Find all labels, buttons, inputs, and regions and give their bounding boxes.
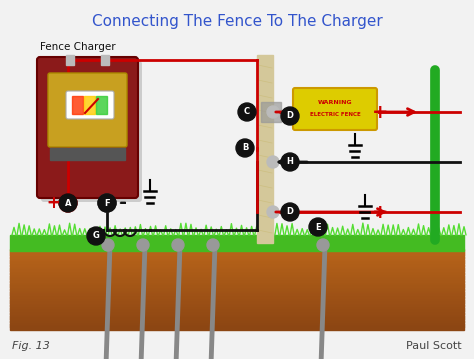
Bar bbox=[10, 292, 464, 295]
Circle shape bbox=[238, 103, 256, 121]
Circle shape bbox=[87, 227, 105, 245]
Bar bbox=[84, 96, 95, 114]
Bar bbox=[66, 55, 74, 65]
Bar bbox=[10, 265, 464, 269]
Text: -: - bbox=[119, 194, 127, 212]
Text: Paul Scott: Paul Scott bbox=[406, 341, 462, 351]
Bar bbox=[10, 268, 464, 271]
Bar bbox=[10, 286, 464, 290]
Bar bbox=[10, 302, 464, 306]
Text: C: C bbox=[244, 107, 250, 117]
Text: F: F bbox=[104, 199, 110, 208]
Bar bbox=[50, 148, 125, 160]
Circle shape bbox=[137, 239, 149, 251]
Circle shape bbox=[236, 139, 254, 157]
Text: A: A bbox=[65, 199, 71, 208]
Circle shape bbox=[267, 156, 279, 168]
Circle shape bbox=[309, 218, 327, 236]
Text: Connecting The Fence To The Charger: Connecting The Fence To The Charger bbox=[91, 14, 383, 29]
Text: D: D bbox=[286, 208, 293, 216]
Bar bbox=[10, 254, 464, 258]
Bar bbox=[10, 284, 464, 287]
Circle shape bbox=[281, 153, 299, 171]
Text: E: E bbox=[315, 223, 321, 232]
Bar bbox=[10, 262, 464, 266]
Text: G: G bbox=[92, 232, 100, 241]
Bar bbox=[10, 249, 464, 253]
Text: +: + bbox=[46, 194, 60, 212]
Text: A: A bbox=[65, 199, 71, 208]
Bar bbox=[10, 305, 464, 309]
Bar bbox=[10, 310, 464, 314]
Bar bbox=[10, 318, 464, 322]
FancyBboxPatch shape bbox=[293, 88, 377, 130]
Text: +: + bbox=[372, 103, 388, 121]
Text: -: - bbox=[118, 194, 126, 212]
Bar bbox=[10, 270, 464, 274]
Circle shape bbox=[59, 194, 77, 212]
Bar bbox=[10, 281, 464, 285]
Text: D: D bbox=[286, 112, 293, 121]
Text: H: H bbox=[287, 158, 293, 167]
Circle shape bbox=[98, 194, 116, 212]
Circle shape bbox=[172, 239, 184, 251]
Circle shape bbox=[267, 106, 279, 118]
Text: F: F bbox=[104, 199, 110, 208]
Circle shape bbox=[281, 203, 299, 221]
FancyBboxPatch shape bbox=[48, 73, 127, 147]
FancyBboxPatch shape bbox=[66, 91, 114, 119]
Circle shape bbox=[267, 206, 279, 218]
Circle shape bbox=[317, 239, 329, 251]
Text: B: B bbox=[242, 144, 248, 153]
Bar bbox=[72, 96, 83, 114]
Bar bbox=[10, 294, 464, 298]
Circle shape bbox=[102, 239, 114, 251]
Bar bbox=[10, 324, 464, 327]
Bar bbox=[10, 321, 464, 325]
Bar bbox=[10, 260, 464, 264]
Bar bbox=[10, 297, 464, 301]
Bar bbox=[10, 235, 464, 251]
Text: +: + bbox=[46, 194, 60, 212]
Bar bbox=[10, 316, 464, 320]
Circle shape bbox=[281, 107, 299, 125]
Bar bbox=[10, 300, 464, 303]
Text: Fig. 13: Fig. 13 bbox=[12, 341, 50, 351]
FancyBboxPatch shape bbox=[41, 61, 142, 202]
Circle shape bbox=[59, 194, 77, 212]
Bar bbox=[10, 273, 464, 277]
FancyBboxPatch shape bbox=[37, 57, 138, 198]
Circle shape bbox=[207, 239, 219, 251]
Bar bbox=[10, 257, 464, 261]
Text: ELECTRIC FENCE: ELECTRIC FENCE bbox=[310, 112, 360, 117]
Bar bbox=[257, 55, 273, 243]
Bar bbox=[10, 276, 464, 279]
Bar bbox=[261, 102, 281, 122]
Bar bbox=[10, 252, 464, 255]
Circle shape bbox=[98, 194, 116, 212]
Text: +: + bbox=[372, 202, 388, 222]
Bar bbox=[10, 278, 464, 282]
Bar bbox=[10, 308, 464, 311]
Bar bbox=[10, 326, 464, 330]
Text: WARNING: WARNING bbox=[318, 100, 352, 105]
Bar bbox=[10, 313, 464, 317]
Bar bbox=[101, 55, 109, 65]
Bar bbox=[10, 289, 464, 293]
Bar bbox=[96, 96, 107, 114]
Text: Fence Charger: Fence Charger bbox=[40, 42, 116, 52]
